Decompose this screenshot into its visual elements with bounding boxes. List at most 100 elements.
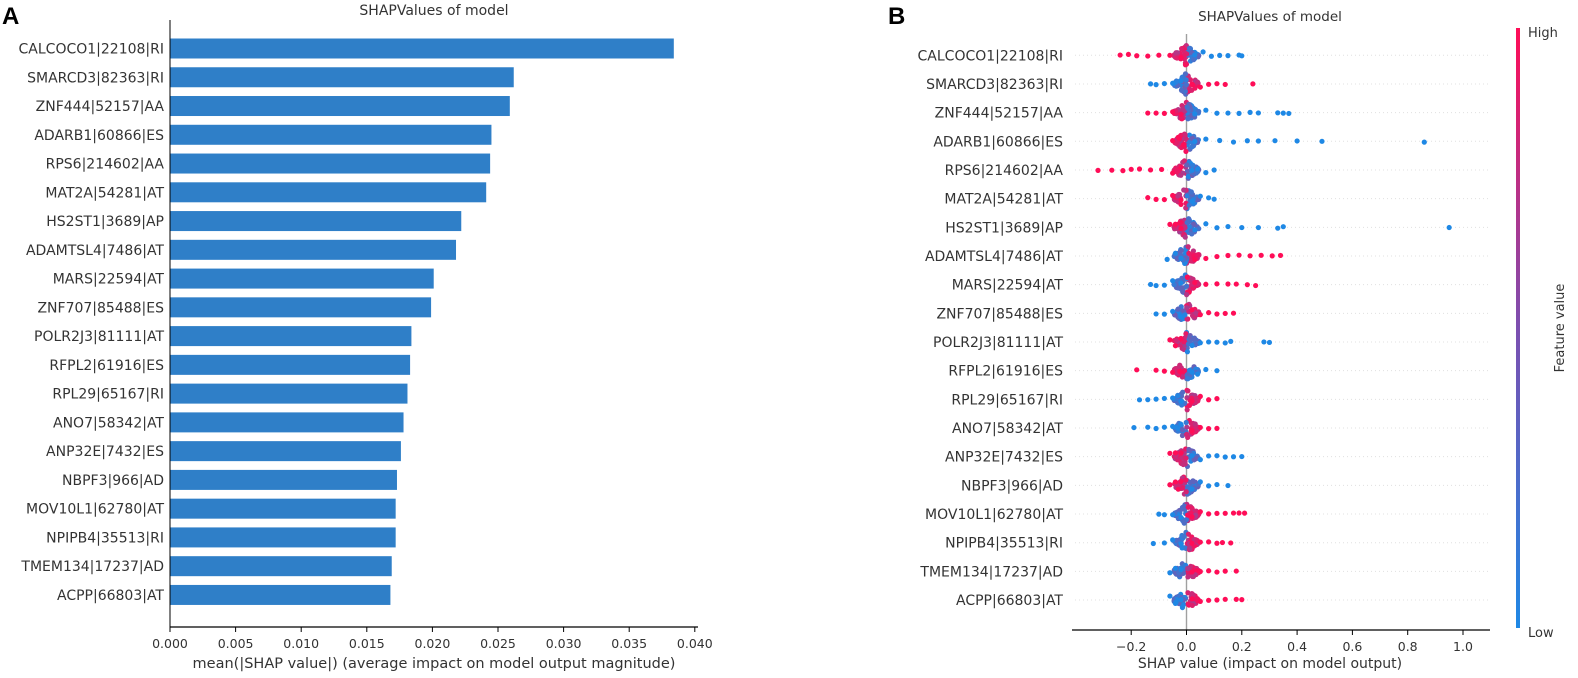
shap-point [1189, 540, 1195, 546]
x-tick-label: 0.6 [1342, 639, 1362, 654]
feature-label: NBPF3|966|AD [62, 473, 164, 489]
shap-point [1286, 110, 1292, 117]
shap-point [1175, 306, 1181, 312]
shap-point [1161, 282, 1167, 288]
shap-point [1172, 221, 1179, 227]
shap-point [1197, 568, 1203, 575]
shap-point [1203, 366, 1209, 373]
shap-point [1197, 479, 1203, 485]
shap-point [1239, 224, 1245, 231]
shap-point [1153, 367, 1159, 373]
feature-label: ZNF444|52157|AA [935, 106, 1064, 122]
shap-point [1188, 189, 1194, 195]
shap-point [1206, 511, 1212, 517]
shap-point [1280, 224, 1286, 230]
shap-point [1170, 138, 1176, 144]
shap-point [1180, 346, 1187, 352]
feature-label: ADAMTSL4|7486|AT [26, 243, 164, 259]
feature-label: RFPL2|61916|ES [49, 358, 164, 374]
shap-point [1181, 601, 1187, 608]
shap-point [1203, 281, 1209, 287]
shap-point [1217, 52, 1223, 59]
shap-point [1183, 283, 1190, 289]
x-tick-label: 0.020 [415, 636, 451, 651]
shap-point [1239, 53, 1245, 59]
shap-point [1184, 349, 1191, 355]
shap-point [1214, 311, 1220, 317]
shap-point [1179, 432, 1186, 439]
shap-point [1192, 111, 1198, 117]
shap-point [1185, 371, 1191, 377]
shap-point [1214, 396, 1220, 402]
shap-point [1214, 510, 1220, 516]
feature-label: ADARB1|60866|ES [933, 134, 1063, 150]
shap-point [1197, 539, 1203, 545]
shap-point [1208, 53, 1214, 59]
x-tick-label: 0.005 [218, 636, 254, 651]
shap-point [1172, 479, 1179, 485]
shap-point [1219, 539, 1226, 546]
x-tick-label: 0.2 [1232, 639, 1252, 654]
panel-a-bars [170, 38, 674, 605]
feature-label: MAT2A|54281|AT [944, 192, 1063, 208]
shap-point [1244, 138, 1250, 144]
shap-point [1172, 366, 1179, 372]
shap-point [1180, 389, 1186, 395]
shap-point [1230, 310, 1237, 316]
shap-point [1189, 573, 1196, 580]
shap-point [1178, 164, 1184, 170]
shap-point [1172, 250, 1179, 256]
shap-point [1109, 167, 1115, 173]
shap-point [1222, 596, 1228, 602]
shap-point [1178, 255, 1184, 261]
shap-point [1161, 196, 1167, 203]
shap-point [1185, 244, 1191, 250]
colorbar-title: Feature value [1553, 284, 1568, 373]
shap-point [1147, 281, 1154, 288]
shap-point [1175, 193, 1181, 199]
shap-point [1192, 227, 1198, 233]
shap-point [1153, 311, 1159, 317]
shap-point [1222, 510, 1228, 516]
feature-label: NPIPB4|35513|RI [46, 530, 164, 546]
shap-point [1214, 281, 1220, 287]
shap-point [1178, 421, 1184, 428]
colorbar-low-label: Low [1528, 626, 1554, 641]
bar [170, 354, 411, 375]
shap-point [1193, 508, 1199, 514]
panel-b-beeswarm-chart: B SHAPValues of model CALCOCO1|22108|RI S… [888, 3, 1568, 672]
shap-point [1182, 312, 1188, 318]
shap-point [1277, 252, 1284, 259]
bar [170, 556, 392, 577]
colorbar: High Low Feature value [1516, 26, 1568, 641]
feature-label: ANO7|58342|AT [952, 421, 1063, 437]
shap-point [1206, 397, 1212, 403]
x-tick-label: 0.4 [1287, 639, 1307, 654]
shap-point [1178, 541, 1184, 547]
shap-point [1178, 450, 1184, 456]
shap-point [1189, 486, 1195, 492]
shap-point [1150, 540, 1156, 547]
shap-point [1182, 225, 1188, 231]
shap-point [1184, 424, 1190, 430]
x-tick-label: 0.0 [1177, 639, 1197, 654]
x-tick-label: 0.010 [283, 636, 319, 651]
shap-point [1194, 79, 1201, 85]
feature-label: NBPF3|966|AD [961, 478, 1063, 494]
shap-point [1177, 220, 1183, 226]
feature-label: TMEM134|17237|AD [919, 564, 1063, 580]
shap-point [1233, 596, 1239, 602]
shap-point [1178, 201, 1184, 208]
shap-point [1145, 424, 1151, 430]
shap-point [1170, 423, 1176, 430]
shap-point [1197, 457, 1203, 463]
shap-point [1222, 340, 1228, 346]
shap-point [1185, 116, 1191, 122]
shap-point [1197, 598, 1203, 604]
shap-point [1197, 193, 1203, 199]
shap-point [1145, 397, 1151, 403]
shap-point [1167, 593, 1173, 599]
shap-point [1206, 483, 1212, 489]
shap-point [1189, 231, 1195, 237]
bar [170, 96, 510, 117]
